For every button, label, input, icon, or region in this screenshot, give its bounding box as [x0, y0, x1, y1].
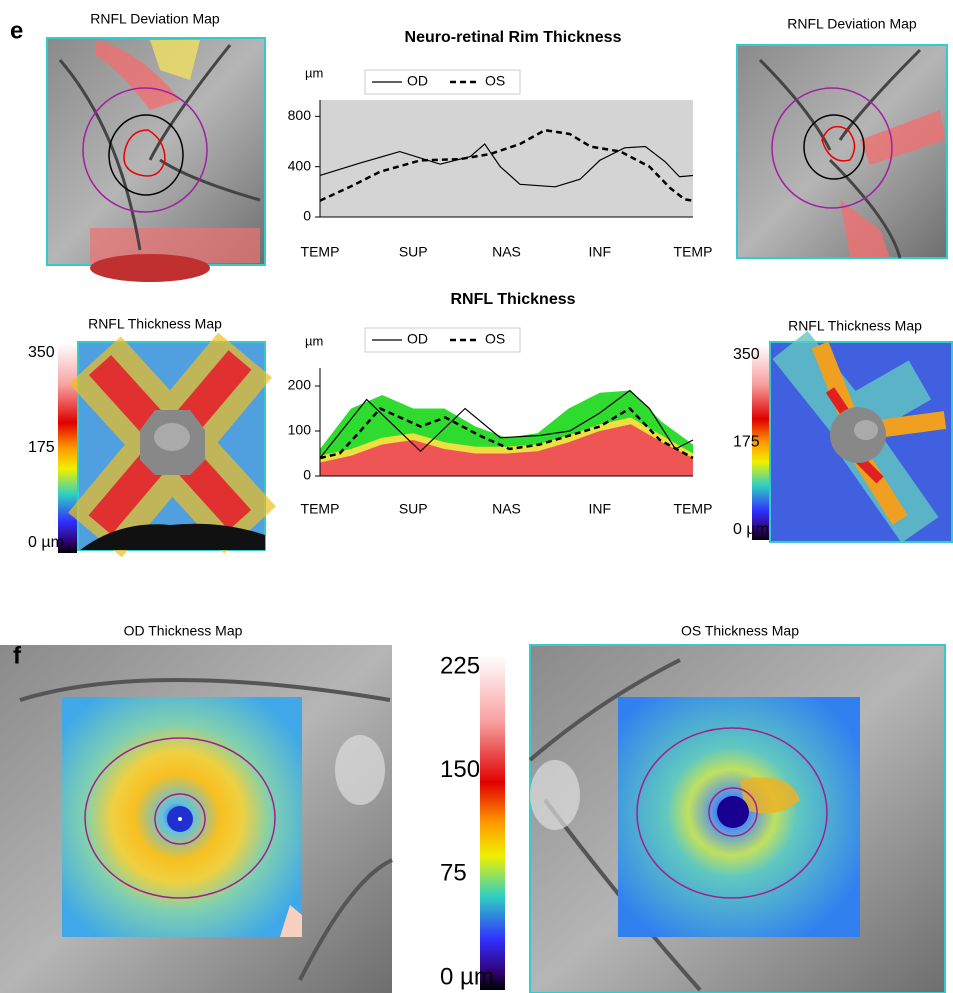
- colorbar-label: 175: [28, 439, 55, 456]
- legend-label: OD: [407, 331, 428, 347]
- deviation-map-os: [737, 45, 947, 258]
- thickness-map-od: [78, 342, 265, 550]
- legend-label: OS: [485, 73, 505, 89]
- x-tick-label: NAS: [492, 501, 521, 517]
- y-tick-label: 200: [288, 377, 312, 393]
- colorbar-label: 175: [733, 434, 760, 451]
- y-axis-label: µm: [305, 333, 323, 348]
- colorbar: [480, 655, 505, 990]
- colorbar-label: 350: [733, 346, 760, 363]
- image-title: OD Thickness Map: [124, 623, 243, 639]
- thickness-map-os-macula: [530, 645, 945, 993]
- thickness-map-os: [770, 342, 952, 542]
- legend-label: OD: [407, 73, 428, 89]
- colorbar-label: 350: [28, 344, 55, 361]
- image-title: RNFL Deviation Map: [90, 11, 220, 27]
- figure: e RNFL Deviation Map RNFL Deviation Map …: [0, 0, 953, 993]
- colorbar-label: 0 µm: [440, 963, 494, 990]
- x-tick-label: SUP: [399, 501, 428, 517]
- image-title: OS Thickness Map: [681, 623, 799, 639]
- x-tick-label: TEMP: [301, 501, 340, 517]
- image-title: RNFL Deviation Map: [787, 16, 917, 32]
- colorbar: [58, 343, 77, 553]
- x-tick-label: SUP: [399, 244, 428, 260]
- thickness-map-od-macula: [0, 645, 392, 993]
- colorbar-label: 150: [440, 756, 480, 783]
- panel-label: f: [13, 642, 22, 669]
- x-tick-label: NAS: [492, 244, 521, 260]
- deviation-map-od: [47, 38, 265, 282]
- chart-title: Neuro-retinal Rim Thickness: [405, 29, 622, 46]
- x-tick-label: TEMP: [674, 244, 713, 260]
- chart-title: RNFL Thickness: [450, 291, 575, 308]
- y-tick-label: 0: [303, 208, 311, 224]
- x-tick-label: TEMP: [674, 501, 713, 517]
- legend-label: OS: [485, 331, 505, 347]
- colorbar-label: 75: [440, 860, 467, 887]
- y-axis-label: µm: [305, 65, 323, 80]
- colorbar-label: 0 µm: [28, 534, 64, 551]
- colorbar-label: 225: [440, 652, 480, 679]
- y-tick-label: 100: [288, 422, 312, 438]
- colorbar-label: 0 µm: [733, 521, 769, 538]
- y-tick-label: 800: [288, 107, 312, 123]
- panel-label: e: [10, 17, 23, 44]
- image-title: RNFL Thickness Map: [788, 318, 922, 334]
- y-tick-label: 0: [303, 467, 311, 483]
- x-tick-label: INF: [588, 501, 611, 517]
- y-tick-label: 400: [288, 157, 312, 173]
- image-title: RNFL Thickness Map: [88, 316, 222, 332]
- x-tick-label: TEMP: [301, 244, 340, 260]
- x-tick-label: INF: [588, 244, 611, 260]
